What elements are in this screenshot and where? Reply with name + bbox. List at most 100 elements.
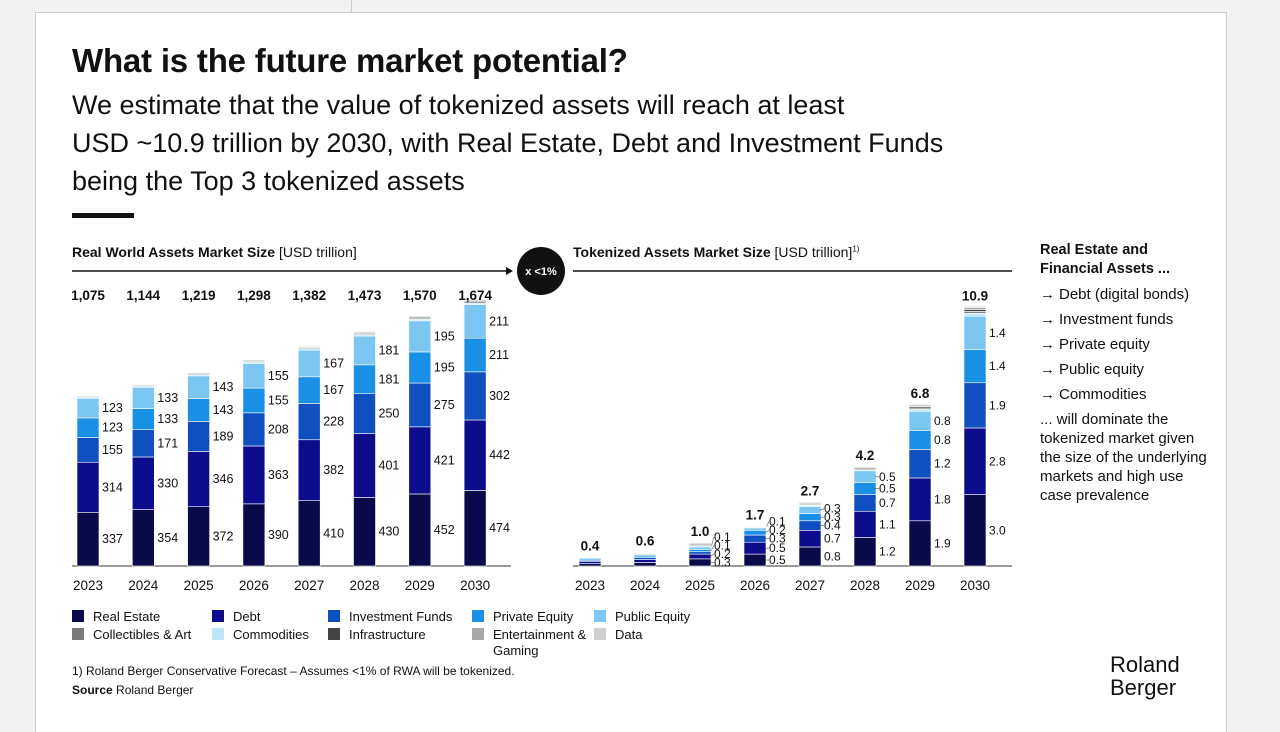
legend-item: Investment Funds bbox=[328, 609, 452, 625]
bar-segment bbox=[298, 350, 320, 377]
data-label: 0.8 bbox=[824, 549, 841, 563]
bar-segment bbox=[744, 535, 766, 542]
bar-segment bbox=[964, 306, 986, 307]
bar-segment bbox=[409, 383, 431, 427]
data-label: 275 bbox=[434, 398, 455, 412]
bar-segment bbox=[909, 521, 931, 566]
bar-segment bbox=[464, 338, 486, 372]
bar-segment bbox=[188, 399, 210, 422]
data-label: 410 bbox=[323, 526, 344, 540]
x-tick-label: 2030 bbox=[960, 578, 990, 593]
bar-segment bbox=[132, 430, 154, 457]
legend-swatch bbox=[72, 610, 84, 622]
bar-segment bbox=[354, 331, 376, 332]
x-tick-label: 2025 bbox=[685, 578, 715, 593]
data-label: 195 bbox=[434, 329, 455, 343]
legend-label: Data bbox=[615, 627, 642, 643]
bar-segment bbox=[77, 418, 99, 438]
total-label: 1,473 bbox=[348, 288, 382, 303]
data-label: 2.8 bbox=[989, 454, 1006, 468]
legend-label: Commodities bbox=[233, 627, 309, 643]
data-label: 1.4 bbox=[989, 326, 1006, 340]
bar-segment bbox=[854, 471, 876, 483]
bar-segment bbox=[464, 420, 486, 490]
x-tick-label: 2023 bbox=[575, 578, 605, 593]
right-panel-item-text: Public equity bbox=[1059, 360, 1210, 379]
data-label: 208 bbox=[268, 422, 289, 436]
bar-segment bbox=[744, 554, 766, 566]
total-label: 2.7 bbox=[801, 484, 820, 499]
bar-segment bbox=[243, 446, 265, 504]
bar-segment bbox=[132, 387, 154, 408]
bar-segment bbox=[132, 510, 154, 566]
bar-segment bbox=[964, 428, 986, 495]
data-label: 167 bbox=[323, 383, 344, 397]
right-panel-item-text: Private equity bbox=[1059, 335, 1210, 354]
data-label: 1.8 bbox=[934, 492, 951, 506]
legend-label: Debt bbox=[233, 609, 260, 625]
bar-segment bbox=[298, 346, 320, 347]
data-label: 421 bbox=[434, 453, 455, 467]
bar-segment bbox=[243, 413, 265, 446]
bar-segment bbox=[909, 430, 931, 449]
data-label: 0.5 bbox=[879, 482, 896, 496]
bar-segment bbox=[744, 528, 766, 530]
source-label: Source bbox=[72, 683, 113, 697]
bar-segment bbox=[77, 398, 99, 418]
data-label: 430 bbox=[379, 525, 400, 539]
data-label: 133 bbox=[157, 391, 178, 405]
right-panel-item: →Debt (digital bonds) bbox=[1040, 285, 1210, 304]
bar-segment bbox=[854, 466, 876, 467]
bar-segment bbox=[744, 526, 766, 527]
bar-segment bbox=[243, 359, 265, 360]
bar-segment bbox=[409, 352, 431, 383]
bar-segment bbox=[188, 421, 210, 451]
legend-swatch bbox=[472, 610, 484, 622]
bar-segment bbox=[909, 411, 931, 430]
legend-label: Public Equity bbox=[615, 609, 690, 625]
data-label: 1.9 bbox=[989, 398, 1006, 412]
source-line: Source Roland Berger bbox=[72, 683, 193, 697]
data-label: 250 bbox=[379, 407, 400, 421]
data-label: 0.7 bbox=[824, 532, 841, 546]
total-label: 1.7 bbox=[746, 508, 765, 523]
data-label: 211 bbox=[489, 314, 509, 328]
bar-segment bbox=[354, 365, 376, 394]
legend-swatch bbox=[328, 610, 340, 622]
x-tick-label: 2024 bbox=[128, 578, 159, 593]
multiplier-label: x <1% bbox=[525, 266, 557, 278]
right-panel-footer: ... will dominate the tokenized market g… bbox=[1040, 410, 1210, 505]
legend-item: Public Equity bbox=[594, 609, 690, 625]
bar-segment bbox=[689, 547, 711, 549]
right-panel-item-text: Debt (digital bonds) bbox=[1059, 285, 1210, 304]
bar-segment bbox=[964, 349, 986, 382]
legend-item: Debt bbox=[212, 609, 260, 625]
data-label: 3.0 bbox=[989, 523, 1006, 537]
flow-arrowhead bbox=[506, 267, 513, 275]
bar-segment bbox=[799, 502, 821, 503]
data-label: 0.7 bbox=[879, 496, 896, 510]
bar-segment bbox=[689, 549, 711, 551]
x-tick-label: 2028 bbox=[850, 578, 880, 593]
roland-berger-logo: Roland Berger bbox=[1110, 653, 1180, 699]
legend-label: Real Estate bbox=[93, 609, 160, 625]
data-label: 0.1 bbox=[714, 530, 731, 544]
data-label: 1.9 bbox=[934, 536, 951, 550]
bar-segment bbox=[964, 495, 986, 566]
bar-segment bbox=[964, 383, 986, 428]
data-label: 372 bbox=[213, 529, 234, 543]
legend-label: Entertainment & Gaming bbox=[493, 627, 587, 659]
bar-segment bbox=[298, 377, 320, 404]
logo-line-2: Berger bbox=[1110, 676, 1180, 699]
data-label: 155 bbox=[102, 443, 123, 457]
arrow-icon: → bbox=[1040, 360, 1059, 379]
bar-segment bbox=[298, 440, 320, 501]
data-label: 442 bbox=[489, 448, 510, 462]
x-tick-label: 2029 bbox=[405, 578, 435, 593]
total-label: 0.4 bbox=[581, 538, 600, 553]
bar-segment bbox=[132, 384, 154, 385]
arrow-icon: → bbox=[1040, 335, 1059, 354]
legend-label: Private Equity bbox=[493, 609, 573, 625]
legend-item: Commodities bbox=[212, 627, 309, 643]
data-label: 346 bbox=[213, 472, 234, 486]
